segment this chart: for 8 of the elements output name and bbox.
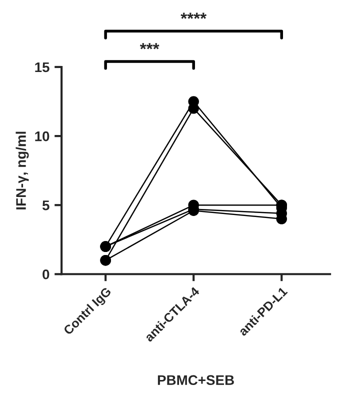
text: ***	[140, 43, 160, 50]
y-tick-label: 0	[42, 269, 50, 280]
y-axis-title: IFN-γ, ng/ml	[16, 132, 29, 210]
y-tick-label: 15	[35, 62, 50, 72]
y-tick-label: 10	[35, 131, 50, 142]
y-tick-label: 5	[42, 200, 50, 210]
text: ****	[180, 12, 207, 19]
x-axis-title: PBMC+SEB	[158, 375, 234, 386]
